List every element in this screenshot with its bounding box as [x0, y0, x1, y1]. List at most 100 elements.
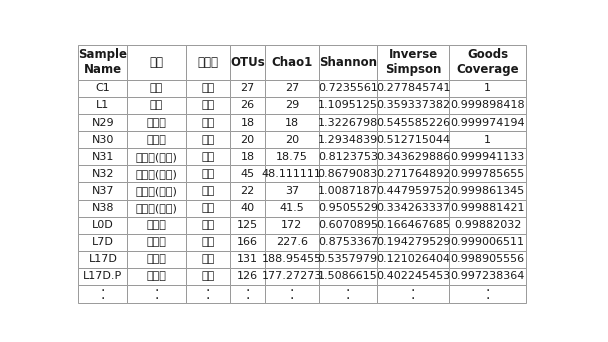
Text: 행적동: 행적동	[147, 220, 167, 230]
Text: 177.27273: 177.27273	[261, 272, 322, 281]
Text: Chao1: Chao1	[271, 56, 313, 69]
Bar	[78, 45, 127, 80]
Bar	[449, 285, 526, 303]
Bar	[78, 251, 127, 268]
Bar	[185, 182, 230, 199]
Bar	[377, 199, 449, 216]
Text: 29: 29	[285, 101, 299, 110]
Text: 0.8679083: 0.8679083	[318, 169, 378, 179]
Bar	[377, 131, 449, 148]
Text: Inverse
Simpson: Inverse Simpson	[385, 49, 441, 76]
Bar	[78, 268, 127, 285]
Text: 37: 37	[285, 186, 299, 196]
Text: ·: ·	[245, 292, 250, 306]
Bar	[230, 234, 265, 251]
Text: 0.999898418: 0.999898418	[451, 101, 525, 110]
Text: 행적동: 행적동	[147, 272, 167, 281]
Text: 1.3226798: 1.3226798	[317, 118, 378, 128]
Bar	[127, 216, 185, 234]
Bar	[319, 165, 377, 182]
Bar	[377, 148, 449, 165]
Bar	[185, 148, 230, 165]
Text: 0.999941133: 0.999941133	[451, 152, 525, 162]
Text: 0.271764892: 0.271764892	[376, 169, 451, 179]
Text: 0.334263337: 0.334263337	[376, 203, 450, 213]
Bar	[78, 285, 127, 303]
Text: ·: ·	[289, 284, 294, 298]
Bar	[127, 199, 185, 216]
Bar	[78, 97, 127, 114]
Text: ·: ·	[411, 284, 415, 298]
Bar	[449, 251, 526, 268]
Bar	[185, 268, 230, 285]
Bar	[230, 182, 265, 199]
Text: 행적동: 행적동	[147, 254, 167, 264]
Text: ·: ·	[411, 292, 415, 306]
Bar	[78, 148, 127, 165]
Text: 상추: 상추	[201, 272, 215, 281]
Bar	[230, 45, 265, 80]
Bar	[185, 251, 230, 268]
Text: 22: 22	[240, 186, 255, 196]
Bar	[78, 80, 127, 97]
Bar	[449, 234, 526, 251]
Bar	[230, 165, 265, 182]
Bar	[127, 234, 185, 251]
Bar	[377, 45, 449, 80]
Bar	[319, 268, 377, 285]
Text: 0.194279529: 0.194279529	[376, 237, 451, 247]
Text: 27: 27	[240, 83, 255, 93]
Bar	[449, 131, 526, 148]
Text: L0D: L0D	[92, 220, 114, 230]
Text: L17D.P: L17D.P	[83, 272, 122, 281]
Bar	[230, 216, 265, 234]
Bar	[127, 251, 185, 268]
Bar	[265, 234, 319, 251]
Bar	[265, 165, 319, 182]
Bar	[127, 80, 185, 97]
Text: 0.121026404: 0.121026404	[376, 254, 450, 264]
Text: 보령: 보령	[150, 101, 163, 110]
Bar	[377, 268, 449, 285]
Text: L17D: L17D	[88, 254, 117, 264]
Bar	[319, 216, 377, 234]
Bar	[127, 131, 185, 148]
Text: ·: ·	[289, 292, 294, 306]
Bar	[319, 234, 377, 251]
Text: 상추: 상추	[201, 203, 215, 213]
Text: 배추: 배추	[201, 83, 215, 93]
Bar	[449, 268, 526, 285]
Bar	[230, 285, 265, 303]
Bar	[449, 45, 526, 80]
Bar	[265, 97, 319, 114]
Bar	[230, 97, 265, 114]
Text: 18: 18	[240, 118, 255, 128]
Text: 20: 20	[285, 135, 299, 145]
Bar	[265, 268, 319, 285]
Bar	[377, 80, 449, 97]
Text: 보령: 보령	[150, 83, 163, 93]
Bar	[377, 114, 449, 131]
Text: Shannon: Shannon	[319, 56, 377, 69]
Text: Goods
Coverage: Goods Coverage	[457, 49, 519, 76]
Bar	[265, 285, 319, 303]
Bar	[377, 182, 449, 199]
Text: 131: 131	[237, 254, 258, 264]
Text: C1: C1	[95, 83, 110, 93]
Bar	[449, 114, 526, 131]
Text: 18.75: 18.75	[276, 152, 308, 162]
Text: 상추: 상추	[201, 152, 215, 162]
Text: ·: ·	[345, 284, 350, 298]
Bar	[265, 216, 319, 234]
Bar	[449, 148, 526, 165]
Bar	[265, 45, 319, 80]
Text: 상추: 상추	[201, 220, 215, 230]
Bar	[319, 97, 377, 114]
Text: 원예원(온실): 원예원(온실)	[136, 169, 178, 179]
Bar	[127, 285, 185, 303]
Text: 126: 126	[237, 272, 258, 281]
Text: 125: 125	[237, 220, 258, 230]
Text: 0.999006511: 0.999006511	[451, 237, 525, 247]
Text: ·: ·	[245, 284, 250, 298]
Text: 0.999881421: 0.999881421	[451, 203, 525, 213]
